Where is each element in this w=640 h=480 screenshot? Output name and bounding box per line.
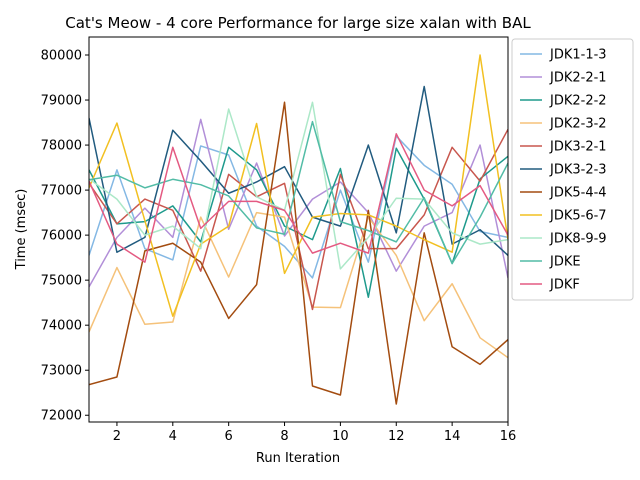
series-line-jdkf bbox=[89, 133, 508, 263]
x-tick-label: 4 bbox=[169, 429, 177, 444]
y-axis-label: Time (msec) bbox=[14, 189, 29, 271]
x-axis-label: Run Iteration bbox=[256, 451, 340, 466]
legend-entry: JDK5-6-7 bbox=[549, 209, 607, 224]
legend-entry: JDK2-2-2 bbox=[549, 94, 607, 109]
x-tick-label: 6 bbox=[225, 429, 233, 444]
legend-entry: JDK8-9-9 bbox=[549, 232, 607, 247]
y-tick-label: 74000 bbox=[41, 319, 82, 334]
x-tick-label: 2 bbox=[113, 429, 121, 444]
x-tick-label: 12 bbox=[388, 429, 405, 444]
legend-entry: JDK3-2-3 bbox=[549, 163, 607, 178]
x-tick-label: 16 bbox=[500, 429, 517, 444]
y-tick-label: 77000 bbox=[41, 184, 82, 199]
plot-frame bbox=[88, 36, 509, 423]
y-tick-label: 80000 bbox=[41, 49, 82, 64]
y-tick-label: 78000 bbox=[41, 139, 82, 154]
series-line-jdke bbox=[89, 120, 508, 265]
legend-entry: JDK1-1-3 bbox=[549, 48, 607, 63]
series-line-jdk5-6-7 bbox=[89, 54, 508, 317]
y-tick-label: 73000 bbox=[41, 364, 82, 379]
x-axis: 2 4 6 8 10 12 14 16 bbox=[113, 422, 516, 444]
plot-area bbox=[89, 54, 508, 405]
y-tick-label: 75000 bbox=[41, 274, 82, 289]
legend-box bbox=[511, 38, 634, 301]
legend-entry: JDK3-2-1 bbox=[549, 140, 607, 155]
series-line-jdk2-2-1 bbox=[89, 118, 508, 288]
x-tick-label: 10 bbox=[332, 429, 349, 444]
y-tick-label: 72000 bbox=[41, 409, 82, 424]
series-line-jdk8-9-9 bbox=[89, 101, 508, 270]
legend-entry: JDK2-2-1 bbox=[549, 71, 607, 86]
legend-entry: JDKE bbox=[549, 255, 581, 270]
legend: JDK1-1-3 JDK2-2-1 JDK2-2-2 JDK2-3-2 JDK3-2-1… bbox=[511, 38, 634, 301]
legend-entry: JDK5-4-4 bbox=[549, 186, 607, 201]
chart-title: Cat's Meow - 4 core Performance for larg… bbox=[65, 14, 531, 32]
y-axis: 72000 73000 74000 75000 76000 77000 78000 79000… bbox=[41, 49, 89, 424]
x-tick-label: 14 bbox=[444, 429, 461, 444]
series-line-jdk2-3-2 bbox=[89, 211, 508, 359]
x-tick-label: 8 bbox=[280, 429, 288, 444]
y-tick-label: 79000 bbox=[41, 94, 82, 109]
legend-entry: JDKF bbox=[549, 278, 580, 293]
y-tick-label: 76000 bbox=[41, 229, 82, 244]
legend-entry: JDK2-3-2 bbox=[549, 117, 607, 132]
